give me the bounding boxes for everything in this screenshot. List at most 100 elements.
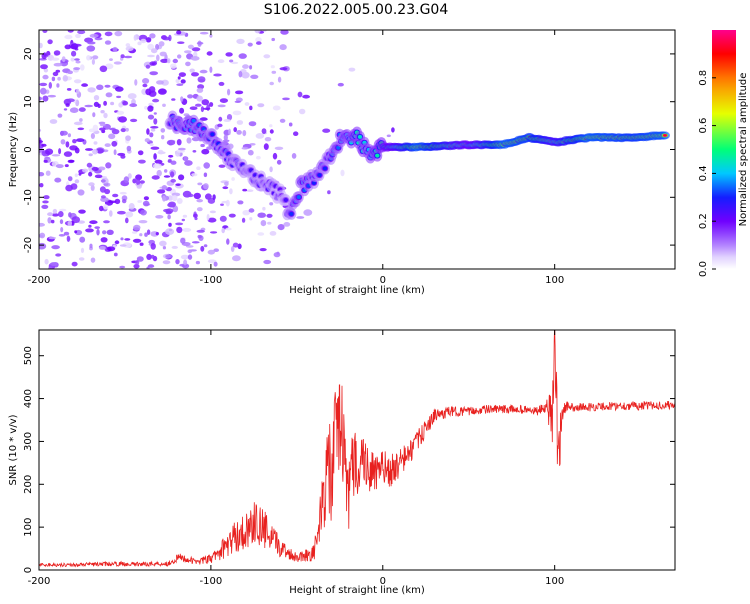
snr-frame — [38, 329, 676, 571]
heatmap-speckle — [249, 65, 253, 70]
heatmap-speckle — [105, 63, 114, 70]
heatmap-speckle — [227, 88, 231, 96]
heatmap-speckle — [224, 181, 229, 187]
heatmap-speckle — [160, 128, 166, 133]
heatmap-speckle — [67, 133, 71, 138]
heatmap-speckle — [167, 202, 176, 208]
heatmap-speckle — [42, 200, 49, 204]
heatmap-speckle — [99, 127, 106, 131]
heatmap-speckle — [255, 133, 265, 139]
heatmap-speckle — [100, 179, 106, 183]
heatmap-speckle — [48, 266, 53, 269]
heatmap-speckle — [279, 118, 286, 123]
heatmap-speckle — [146, 229, 151, 235]
heatmap-speckle — [142, 83, 148, 88]
heatmap-speckle — [152, 98, 160, 103]
heatmap-speckle — [236, 130, 242, 135]
heatmap-speckle — [159, 51, 167, 57]
heatmap-speckle — [156, 80, 164, 85]
heatmap-speckle — [178, 72, 186, 77]
heatmap-speckle — [230, 246, 235, 252]
heatmap-speckle — [133, 224, 141, 231]
heatmap-speckle — [52, 71, 59, 77]
y-tick-label: 0 — [23, 567, 34, 573]
heatmap-speckle — [66, 98, 75, 103]
heatmap-speckle — [57, 113, 63, 118]
heatmap-speckle — [147, 264, 155, 268]
heatmap-speckle — [242, 130, 247, 137]
heatmap-speckle — [53, 62, 63, 67]
heatmap-speckle — [327, 190, 331, 195]
heatmap-speckle — [250, 74, 259, 80]
y-tick-label: 10 — [23, 95, 34, 108]
heatmap-speckle — [66, 88, 72, 91]
heatmap-speckle — [125, 135, 131, 141]
heatmap-speckle — [98, 246, 106, 250]
heatmap-speckle — [96, 84, 104, 91]
y-tick-label: 200 — [23, 475, 34, 494]
heatmap-speckle — [219, 215, 227, 222]
heatmap-speckle — [39, 140, 43, 144]
heatmap-speckle — [100, 195, 106, 199]
heatmap-speckle — [256, 155, 261, 160]
heatmap-speckle — [68, 159, 75, 163]
heatmap-speckle — [51, 76, 56, 82]
heatmap-speckle — [137, 200, 143, 203]
heatmap-speckle — [254, 30, 261, 34]
heatmap-speckle — [193, 192, 201, 200]
heatmap-speckle — [226, 114, 233, 121]
heatmap-speckle — [58, 211, 64, 218]
heatmap-speckle — [88, 182, 95, 187]
heatmap-speckle — [213, 248, 219, 252]
heatmap-speckle — [202, 107, 211, 111]
heatmap-speckle — [114, 30, 123, 37]
heatmap-speckle — [138, 220, 148, 224]
heatmap-speckle — [93, 141, 98, 145]
heatmap-speckle — [232, 255, 241, 262]
heatmap-speckle — [186, 137, 192, 144]
heatmap-speckle — [64, 164, 69, 168]
heatmap-speckle — [242, 64, 249, 69]
heatmap-speckle — [43, 68, 49, 73]
heatmap-speckle — [136, 256, 144, 262]
heatmap-speckle — [171, 245, 178, 249]
heatmap-speckle — [75, 60, 81, 64]
heatmap-speckle — [119, 244, 127, 247]
heatmap-speckle — [225, 227, 232, 231]
heatmap-speckle — [55, 253, 62, 257]
signal-core — [317, 173, 322, 178]
heatmap-speckle — [86, 45, 96, 52]
y-axis-label: Frequency (Hz) — [8, 112, 19, 188]
heatmap-speckle — [52, 208, 58, 214]
heatmap-speckle — [183, 156, 188, 161]
heatmap-speckle — [255, 37, 262, 43]
heatmap-speckle — [264, 137, 272, 142]
heatmap-speckle — [228, 128, 231, 135]
heatmap-speckle — [271, 70, 277, 74]
heatmap-speckle — [206, 214, 210, 221]
heatmap-speckle — [242, 210, 250, 216]
heatmap-speckle — [44, 258, 49, 265]
heatmap-speckle — [93, 95, 100, 101]
heatmap-speckle — [68, 212, 72, 218]
heatmap-speckle — [78, 107, 86, 112]
heatmap-speckle — [149, 143, 154, 147]
heatmap-speckle — [115, 86, 124, 92]
heatmap-speckle — [196, 87, 204, 93]
heatmap-speckle — [134, 79, 138, 86]
heatmap-speckle — [80, 64, 85, 71]
heatmap-speckle — [113, 252, 118, 257]
colorbar-tick-label: 0.0 — [698, 261, 709, 277]
heatmap-speckle — [96, 228, 100, 236]
heatmap-speckle — [135, 174, 143, 181]
heatmap-speckle — [269, 202, 274, 206]
heatmap-speckle — [255, 41, 262, 45]
x-tick-label: 0 — [380, 275, 386, 286]
heatmap-speckle — [127, 173, 132, 179]
heatmap-speckle — [229, 188, 233, 195]
heatmap-speckle — [73, 121, 83, 126]
heatmap-speckle — [103, 100, 107, 106]
heatmap-speckle — [104, 182, 111, 187]
heatmap-speckle — [209, 66, 213, 73]
heatmap-speckle — [280, 30, 289, 35]
